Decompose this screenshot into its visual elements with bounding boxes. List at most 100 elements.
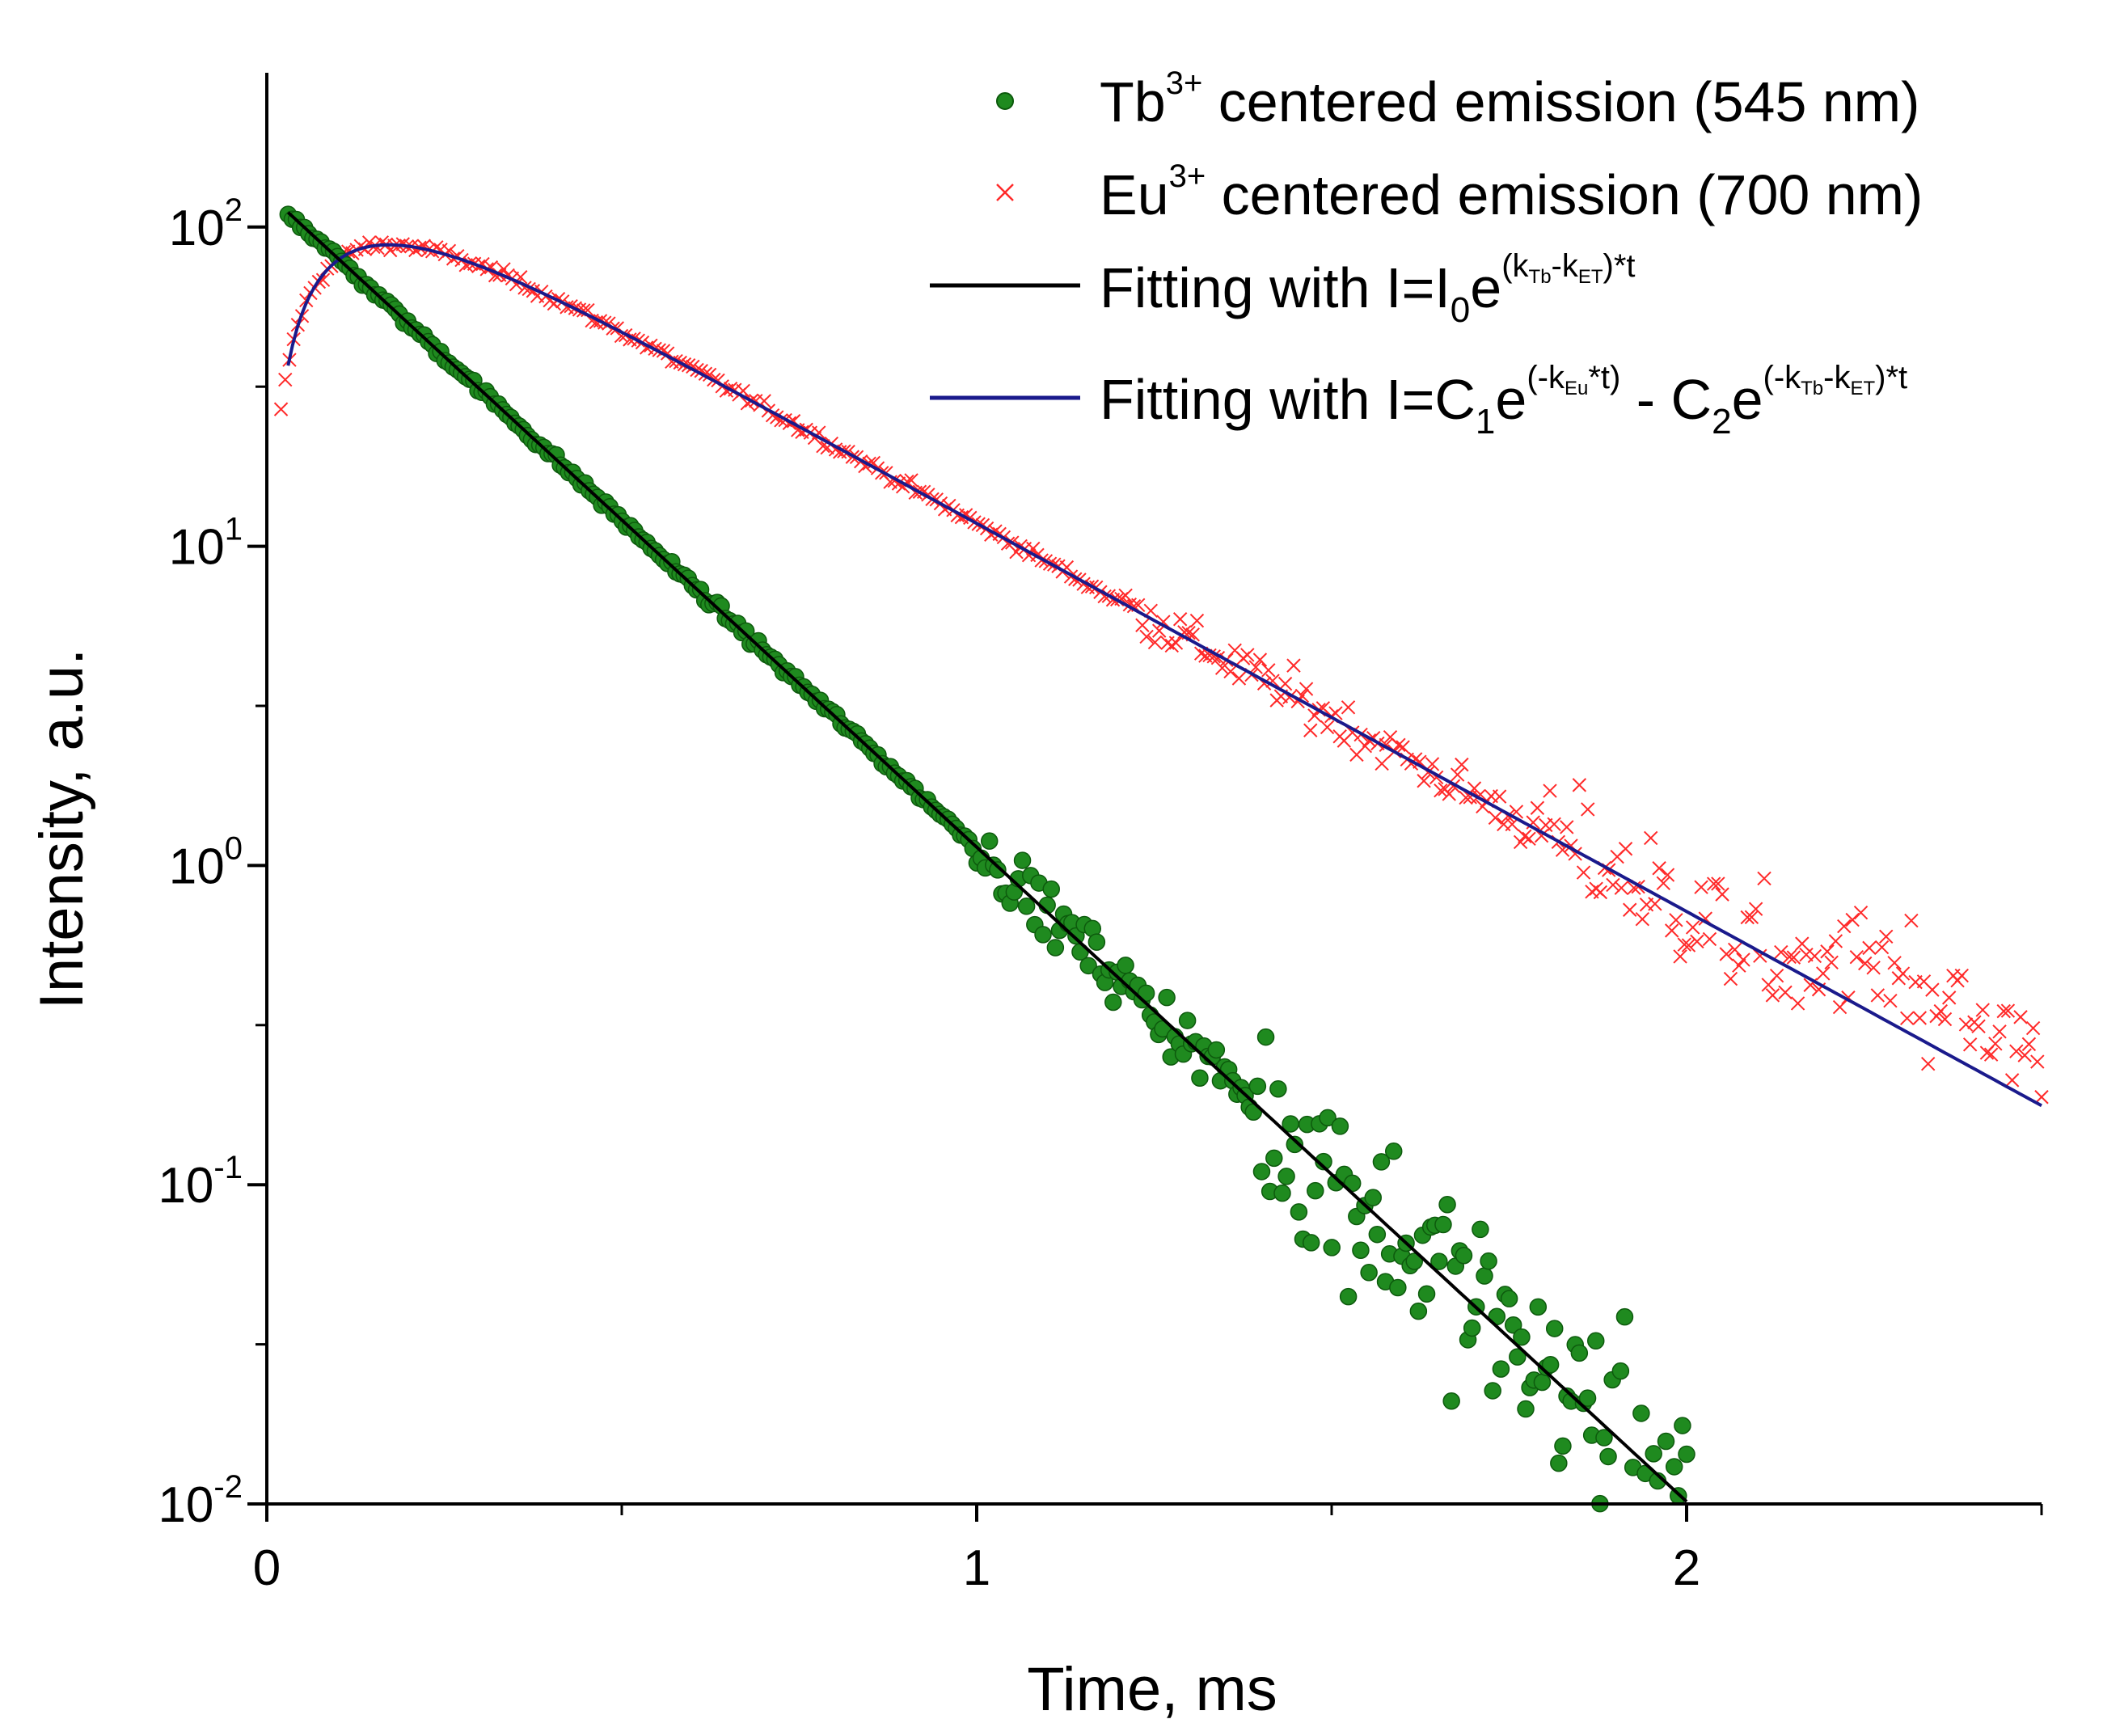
eu-point <box>1664 923 1679 938</box>
tb-point <box>1632 1404 1650 1422</box>
tb-point <box>1476 1267 1493 1285</box>
tb-point <box>1438 1195 1456 1214</box>
eu-point <box>2004 1073 2020 1088</box>
tb-point <box>1034 926 1052 944</box>
eu-point <box>357 242 373 256</box>
eu-point <box>1757 871 1772 886</box>
eu-point <box>1214 661 1230 675</box>
eu-point <box>1992 1024 2007 1039</box>
tb-point <box>1430 1252 1448 1270</box>
eu-point <box>1719 947 1733 961</box>
eu-point <box>1669 913 1683 927</box>
tb-point <box>1504 1316 1522 1334</box>
eu-point <box>1240 648 1255 662</box>
eu-point <box>1614 881 1629 895</box>
eu-point <box>1248 660 1263 674</box>
tb-point <box>1352 1241 1370 1259</box>
eu-point <box>1715 887 1729 902</box>
tb-point <box>1360 1264 1378 1282</box>
eu-point <box>1375 756 1389 771</box>
eu-point <box>1958 1017 1974 1032</box>
tb-point <box>1409 1302 1428 1320</box>
tb-point <box>1277 1168 1295 1185</box>
eu-point <box>1769 969 1784 983</box>
legend-label-tb: Tb3+ centered emission (545 nm) <box>1100 65 1919 133</box>
eu-point <box>1593 885 1608 900</box>
tb-point <box>1269 1079 1287 1098</box>
tb-point <box>980 832 999 850</box>
eu-point <box>1996 1003 2011 1019</box>
tb-point <box>1017 898 1036 915</box>
eu-point <box>1795 936 1810 951</box>
eu-point <box>1492 789 1507 804</box>
tb-point <box>1472 1220 1489 1239</box>
eu-point <box>1816 966 1831 981</box>
eu-point <box>1862 940 1877 956</box>
eu-point <box>1799 948 1814 962</box>
tb-point <box>1665 1458 1683 1476</box>
eu-point <box>1899 1011 1915 1026</box>
tb-point <box>1252 1163 1271 1181</box>
tb-point <box>1405 1252 1424 1270</box>
tb-point <box>1191 1069 1209 1087</box>
x-tick-label: 1 <box>963 1540 990 1596</box>
eu-point <box>1732 958 1746 973</box>
tb-point <box>1500 1290 1518 1307</box>
eu-point <box>1765 988 1780 1003</box>
eu-point <box>1299 682 1314 696</box>
eu-point <box>1845 912 1860 927</box>
tb-point <box>1042 880 1061 898</box>
eu-point <box>1925 982 1940 997</box>
eu-point <box>1681 938 1696 952</box>
eu-point <box>1824 955 1839 969</box>
tb-point <box>1492 1360 1510 1378</box>
eu-point <box>1971 1019 1986 1034</box>
eu-point <box>2025 1020 2041 1036</box>
eu-point <box>2013 1010 2028 1024</box>
eu-point <box>614 328 629 344</box>
eu-point <box>1820 944 1835 959</box>
legend-marker-eu <box>996 184 1014 201</box>
eu-point <box>1883 993 1898 1008</box>
eu-point <box>812 425 826 440</box>
eu-point <box>1543 784 1557 798</box>
tb-point <box>1364 1189 1382 1206</box>
tb-point <box>1368 1225 1387 1244</box>
eu-point <box>1677 937 1691 952</box>
tb-point <box>1079 957 1097 975</box>
tb-point <box>1319 1109 1337 1127</box>
eu-point <box>1941 990 1957 1005</box>
tb-point <box>1417 1285 1436 1303</box>
tb-point <box>1013 851 1032 869</box>
tb-point <box>1442 1392 1460 1410</box>
tb-point <box>1389 1278 1407 1297</box>
eu-point <box>1988 1037 2003 1051</box>
eu-point <box>1648 897 1662 911</box>
eu-point <box>1147 635 1163 650</box>
eu-point <box>1723 971 1738 986</box>
eu-point <box>2017 1048 2032 1062</box>
eu-point <box>1139 629 1154 644</box>
tb-point <box>989 861 1007 879</box>
eu-point <box>1572 778 1587 792</box>
eu-point <box>1643 830 1658 846</box>
tb-point <box>1657 1432 1675 1451</box>
eu-point <box>1887 956 1902 970</box>
tb-point <box>1529 1298 1548 1316</box>
tb-point <box>1331 1117 1349 1135</box>
eu-point <box>2000 1003 2016 1018</box>
eu-point <box>1920 1056 1936 1071</box>
eu-point <box>1786 950 1801 965</box>
tb-point <box>1290 1203 1308 1221</box>
eu-point <box>1341 700 1356 715</box>
tb-point <box>1455 1247 1473 1265</box>
eu-point <box>1396 740 1410 754</box>
tb-point <box>1674 1417 1691 1434</box>
eu-point <box>1518 829 1532 843</box>
eu-point <box>1706 876 1721 891</box>
eu-point <box>1391 737 1406 753</box>
eu-point <box>1261 663 1276 678</box>
tb-point <box>1384 1143 1403 1160</box>
tb-point <box>1265 1149 1283 1168</box>
